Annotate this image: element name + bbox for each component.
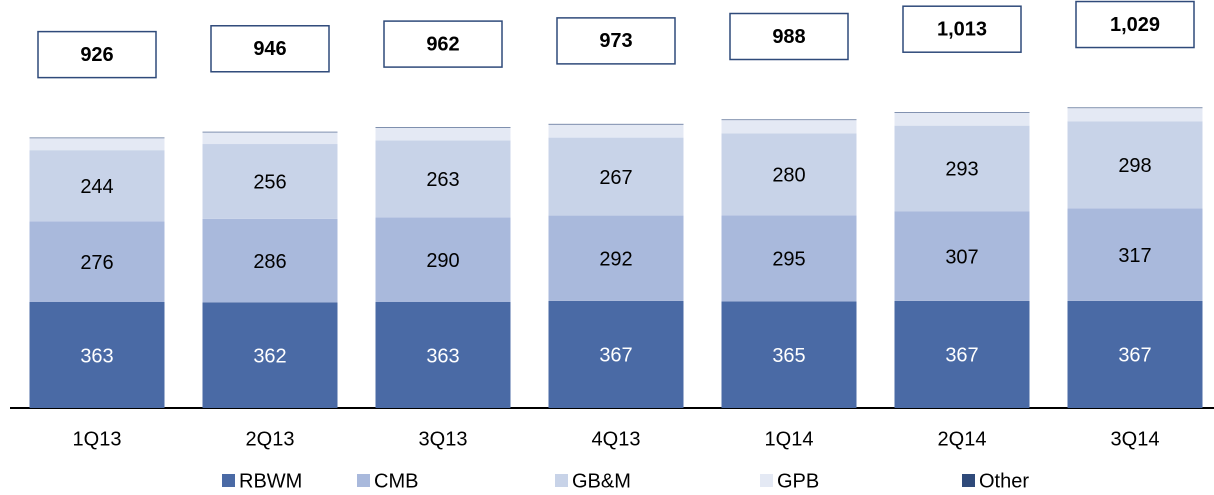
bar-segment — [375, 127, 511, 128]
x-tick-label: 2Q13 — [246, 428, 295, 450]
bar-segment — [375, 217, 511, 303]
x-tick-label: 3Q13 — [419, 428, 468, 450]
bar-segment — [202, 131, 338, 133]
bar-segment — [29, 221, 165, 303]
total-box — [210, 25, 330, 73]
legend-label: GPB — [777, 470, 819, 492]
x-tick-label: 1Q14 — [765, 428, 814, 450]
bar-segment — [548, 137, 684, 216]
legend-swatch — [555, 474, 568, 487]
total-label: 962 — [426, 33, 459, 55]
bar-segment — [548, 123, 684, 125]
data-label: 317 — [1118, 245, 1151, 267]
bar-segment — [375, 140, 511, 218]
total-box — [729, 12, 849, 61]
x-tick-label: 4Q13 — [592, 428, 641, 450]
bar-segment — [29, 150, 165, 222]
data-label: 367 — [945, 345, 978, 367]
data-label: 280 — [772, 165, 805, 187]
bar-segment — [202, 218, 338, 303]
total-box — [383, 20, 503, 68]
legend-swatch — [222, 474, 235, 487]
total-label: 926 — [80, 44, 113, 66]
bar-segment — [894, 112, 1030, 126]
bar-segment — [548, 124, 684, 138]
bar-segment — [1067, 300, 1203, 408]
legend-label: Other — [979, 470, 1029, 492]
bar-segment — [721, 133, 857, 216]
bar-segment — [894, 125, 1030, 212]
bar-segment — [721, 120, 857, 134]
data-label: 363 — [426, 345, 459, 367]
bar-segment — [29, 137, 165, 139]
bar-segment — [202, 144, 338, 219]
bar-segment — [721, 119, 857, 121]
bar-segment — [202, 132, 338, 145]
x-tick-label: 3Q14 — [1111, 428, 1160, 450]
total-label: 1,029 — [1110, 14, 1160, 36]
total-box — [1075, 0, 1195, 49]
data-label: 276 — [80, 252, 113, 274]
legend-label: RBWM — [239, 470, 302, 492]
data-label: 367 — [1118, 345, 1151, 367]
legend-swatch — [760, 474, 773, 487]
bar-segment — [29, 138, 165, 151]
legend-label: CMB — [374, 470, 418, 492]
total-label: 973 — [599, 30, 632, 52]
bar-segment — [202, 302, 338, 408]
data-label: 363 — [80, 345, 113, 367]
legend-swatch — [962, 474, 975, 487]
total-label: 988 — [772, 26, 805, 48]
data-label: 267 — [599, 167, 632, 189]
total-label: 1,013 — [937, 18, 987, 40]
total-box — [37, 30, 157, 79]
data-label: 244 — [80, 176, 113, 198]
data-label: 362 — [253, 345, 286, 367]
bar-segment — [375, 127, 511, 141]
x-tick-label: 1Q13 — [73, 428, 122, 450]
legend-label: GB&M — [572, 470, 631, 492]
data-label: 365 — [772, 345, 805, 367]
data-label: 290 — [426, 250, 459, 272]
total-label: 946 — [253, 38, 286, 60]
bar-segment — [1067, 108, 1203, 122]
total-box — [556, 17, 676, 65]
legend-swatch — [357, 474, 370, 487]
data-label: 298 — [1118, 155, 1151, 177]
data-label: 286 — [253, 251, 286, 273]
bar-segment — [1067, 121, 1203, 209]
bar-segment — [548, 300, 684, 408]
data-label: 292 — [599, 248, 632, 270]
data-label: 293 — [945, 159, 978, 181]
bar-segment — [894, 112, 1030, 113]
bar-segment — [1067, 208, 1203, 301]
bar-segment — [29, 302, 165, 408]
bar-segment — [721, 301, 857, 408]
data-label: 256 — [253, 172, 286, 194]
data-label: 367 — [599, 345, 632, 367]
total-box — [902, 5, 1022, 53]
bar-segment — [375, 302, 511, 408]
bar-segment — [721, 215, 857, 302]
data-label: 307 — [945, 246, 978, 268]
x-tick-label: 2Q14 — [938, 428, 987, 450]
data-label: 263 — [426, 169, 459, 191]
bar-segment — [548, 215, 684, 301]
bar-segment — [894, 300, 1030, 408]
bar-segment — [894, 211, 1030, 301]
bar-segment — [1067, 107, 1203, 109]
data-label: 295 — [772, 249, 805, 271]
